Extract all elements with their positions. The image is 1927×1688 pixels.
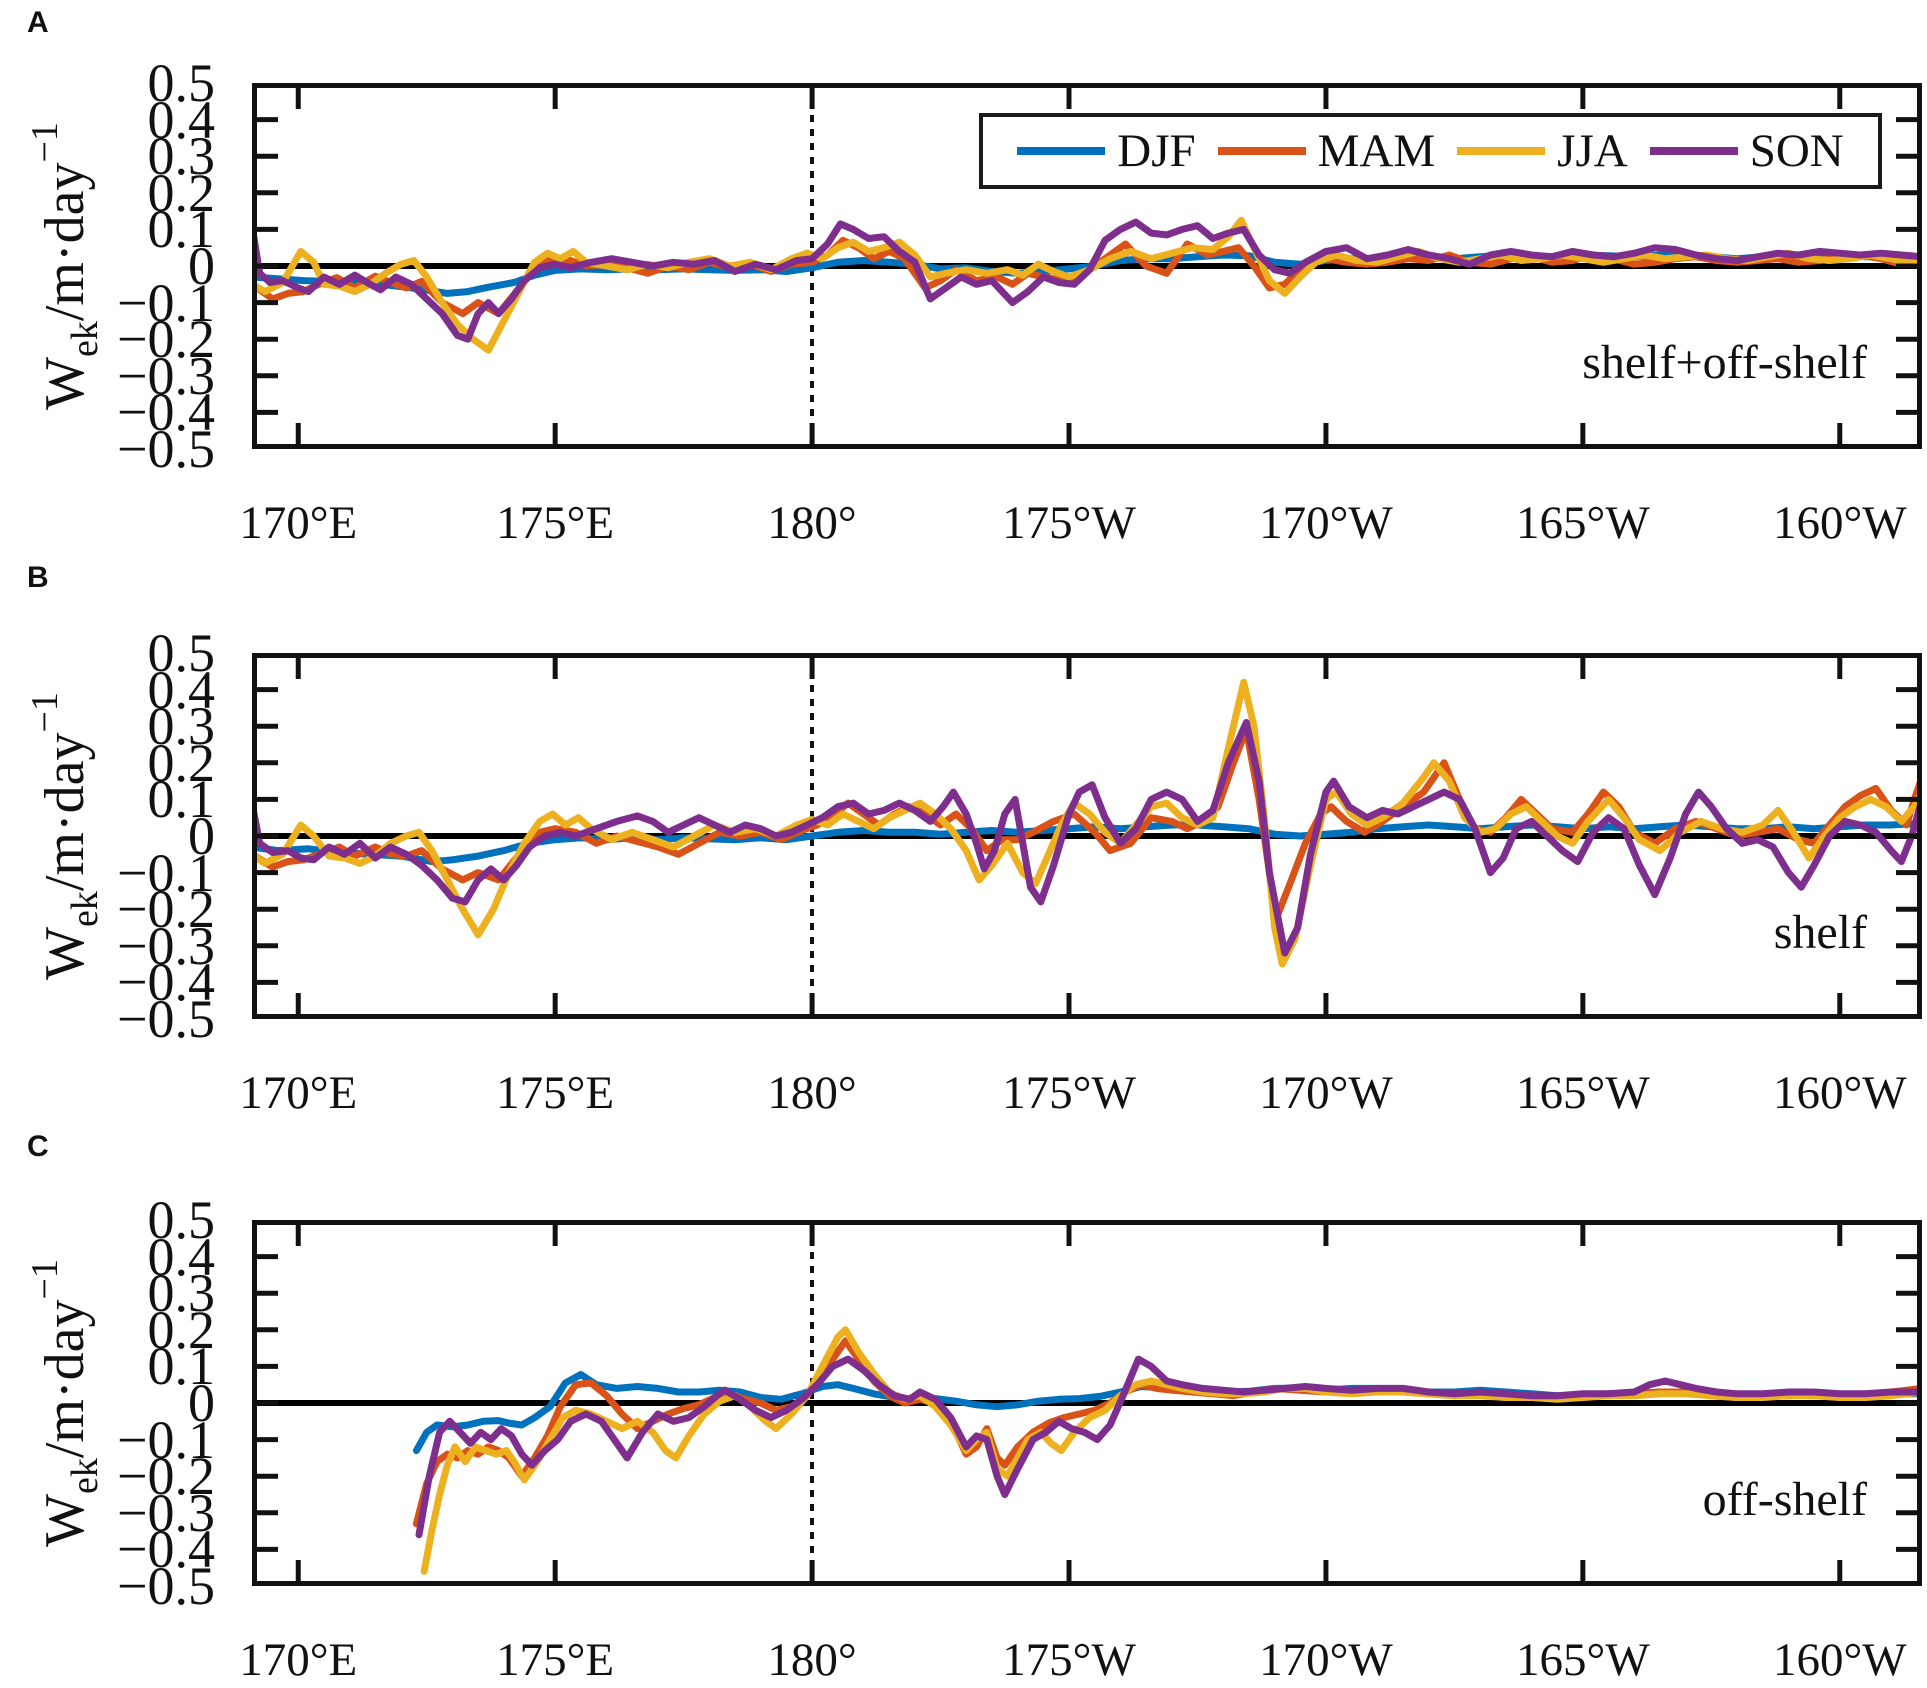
y-tick-label: 0.1 <box>147 769 216 830</box>
x-tick-label: 180° <box>767 1067 857 1119</box>
x-tick-label: 165°W <box>1516 1634 1650 1686</box>
y-tick-label: −0.2 <box>117 1446 215 1507</box>
region-annotation-b: shelf <box>1773 906 1867 959</box>
y-tick-label: 0 <box>188 1373 215 1433</box>
x-tick-label: 170°W <box>1259 497 1393 549</box>
y-tick-label: 0.4 <box>147 1226 216 1287</box>
axes-box-border <box>252 1220 1922 1586</box>
series-line-SON <box>252 719 1922 957</box>
x-tick-label: 175°W <box>1002 497 1136 549</box>
y-tick-label: −0.3 <box>117 1482 215 1543</box>
legend-label-MAM: MAM <box>1317 125 1436 177</box>
x-tick-label: 160°W <box>1772 497 1907 549</box>
y-tick-label: 0.1 <box>147 1336 216 1397</box>
panel-letter-a: A <box>27 6 49 39</box>
series-line-JJA <box>252 216 1922 354</box>
x-tick-label: 170°W <box>1259 1634 1393 1686</box>
series-line-MAM <box>252 726 1922 920</box>
y-tick-label: 0.4 <box>147 659 216 720</box>
x-tick-label: 160°W <box>1772 1067 1907 1119</box>
y-tick-label: 0.2 <box>147 1299 216 1360</box>
chart-svg-a <box>252 83 1922 449</box>
x-tick-label: 170°E <box>239 497 358 549</box>
y-tick-label: −0.1 <box>117 1409 215 1470</box>
series-line-JJA <box>420 1326 1922 1575</box>
chart-svg-c <box>252 1220 1922 1586</box>
y-tick-label: −0.1 <box>117 842 215 903</box>
y-tick-label: −0.3 <box>117 345 215 406</box>
legend-item-DJF: DJF <box>1017 125 1196 177</box>
y-tick-label: 0.3 <box>147 696 216 757</box>
y-tick-label: 0.3 <box>147 1263 216 1324</box>
x-tick-label: 160°W <box>1772 1634 1907 1686</box>
y-tick-label: −0.4 <box>117 382 215 443</box>
y-tick-label: 0.3 <box>147 126 216 187</box>
legend-label-DJF: DJF <box>1117 125 1196 177</box>
legend-line-sample-MAM <box>1217 147 1306 155</box>
y-tick-label: −0.2 <box>117 879 215 940</box>
y-tick-label: −0.5 <box>117 419 215 479</box>
series-line-DJF <box>252 819 1922 866</box>
legend-label-SON: SON <box>1749 125 1844 177</box>
x-tick-label: 175°E <box>496 1634 615 1686</box>
y-tick-label: 0 <box>188 806 215 866</box>
y-tick-label: 0.2 <box>147 162 216 223</box>
x-tick-label: 170°E <box>239 1634 358 1686</box>
y-tick-label: 0.5 <box>147 623 216 683</box>
legend-label-JJA: JJA <box>1557 125 1628 177</box>
plot-area-a: shelf+off-shelf DJF MAM JJA SON <box>252 83 1922 449</box>
series-line-SON <box>252 218 1922 343</box>
x-tick-label: 175°W <box>1002 1067 1136 1119</box>
panel-letter-b: B <box>27 561 49 594</box>
legend-line-sample-SON <box>1649 147 1738 155</box>
x-tick-label: 170°W <box>1259 1067 1393 1119</box>
x-tick-label: 175°E <box>496 497 615 549</box>
y-tick-label: 0 <box>188 236 215 296</box>
x-tick-label: 180° <box>767 497 857 549</box>
y-tick-label: −0.4 <box>117 1519 215 1580</box>
chart-svg-b <box>252 653 1922 1019</box>
legend-item-MAM: MAM <box>1217 125 1436 177</box>
x-tick-label: 175°W <box>1002 1634 1136 1686</box>
y-tick-label: −0.5 <box>117 1556 215 1616</box>
y-tick-label: 0.5 <box>147 1190 216 1250</box>
plot-area-b: shelf <box>252 653 1922 1019</box>
axes-box-border <box>252 653 1922 1019</box>
region-annotation-c: off-shelf <box>1702 1473 1867 1526</box>
series-line-JJA <box>252 678 1922 968</box>
y-tick-label: −0.4 <box>117 952 215 1013</box>
legend-box: DJF MAM JJA SON <box>979 113 1882 189</box>
x-tick-label: 175°E <box>496 1067 615 1119</box>
legend-line-sample-JJA <box>1457 147 1546 155</box>
region-annotation-a: shelf+off-shelf <box>1582 336 1867 389</box>
y-tick-label: −0.1 <box>117 272 215 333</box>
legend-item-SON: SON <box>1649 125 1844 177</box>
legend-item-JJA: JJA <box>1457 126 1628 176</box>
y-tick-label: −0.5 <box>117 989 215 1049</box>
y-tick-label: −0.2 <box>117 309 215 370</box>
plot-area-c: off-shelf <box>252 1220 1922 1586</box>
legend-line-sample-DJF <box>1017 147 1106 155</box>
axes-box-border <box>252 83 1922 449</box>
x-tick-label: 180° <box>767 1634 857 1686</box>
x-tick-label: 170°E <box>239 1067 358 1119</box>
y-tick-label: −0.3 <box>117 915 215 976</box>
y-tick-label: 0.2 <box>147 732 216 793</box>
y-tick-label: 0.1 <box>147 199 216 260</box>
x-tick-label: 165°W <box>1516 497 1650 549</box>
y-tick-label: 0.4 <box>147 89 216 150</box>
series-line-SON <box>415 1355 1922 1539</box>
panel-letter-c: C <box>27 1130 49 1163</box>
x-tick-label: 165°W <box>1516 1067 1650 1119</box>
y-tick-label: 0.5 <box>147 53 216 113</box>
